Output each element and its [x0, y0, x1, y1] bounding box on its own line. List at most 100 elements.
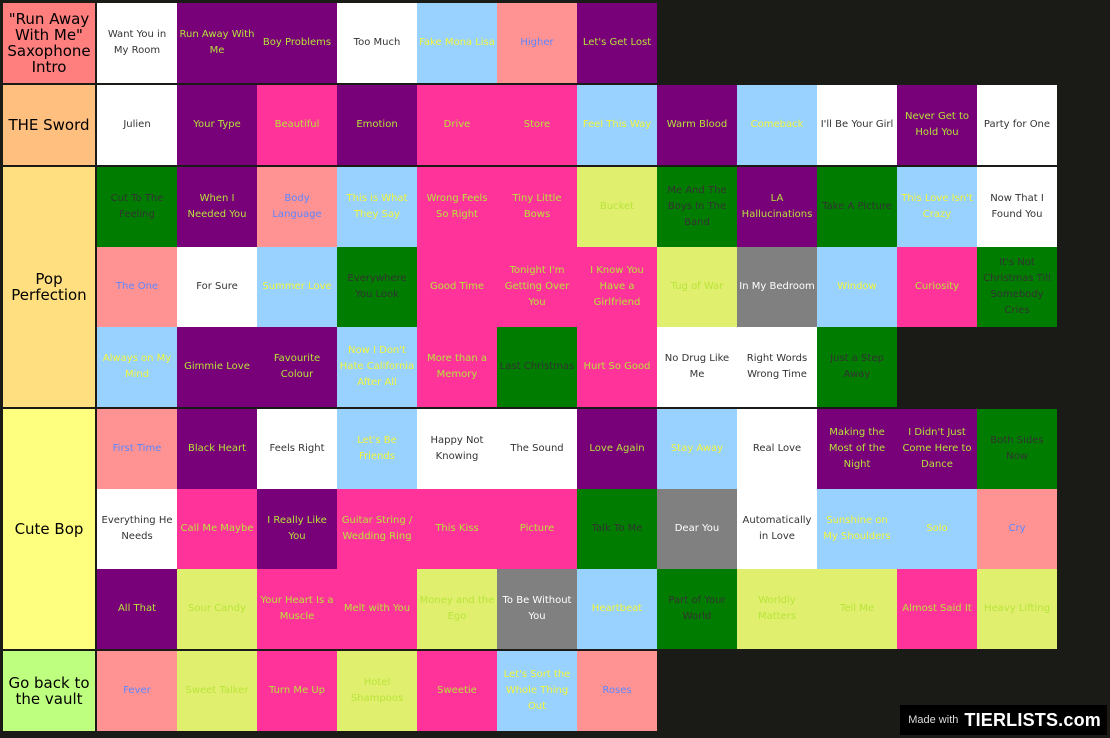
tier-item[interactable]: Black Heart [177, 409, 257, 489]
tier-item[interactable]: Tell Me [817, 569, 897, 649]
tier-item[interactable]: Automatically in Love [737, 489, 817, 569]
tier-item[interactable]: Heartbeat [577, 569, 657, 649]
tier-item[interactable]: Let's Be Friends [337, 409, 417, 489]
tier-item[interactable]: Right Words Wrong Time [737, 327, 817, 407]
tier-item[interactable]: Beautiful [257, 85, 337, 165]
tier-item[interactable]: Let's Get Lost [577, 3, 657, 83]
tier-item[interactable]: Last Christmas [497, 327, 577, 407]
tier-item[interactable]: Warm Blood [657, 85, 737, 165]
tier-item[interactable]: Store [497, 85, 577, 165]
tier-item[interactable]: Feels Right [257, 409, 337, 489]
tier-label[interactable]: THE Sword [3, 85, 95, 165]
tier-item[interactable]: Guitar String / Wedding Ring [337, 489, 417, 569]
tier-item[interactable]: Bucket [577, 167, 657, 247]
tier-item[interactable]: Julien [97, 85, 177, 165]
tier-item[interactable]: Fake Mona Lisa [417, 3, 497, 83]
tier-item[interactable]: Money and the Ego [417, 569, 497, 649]
tier-item[interactable]: Summer Love [257, 247, 337, 327]
tier-item[interactable]: Making the Most of the Night [817, 409, 897, 489]
tier-item[interactable]: Almost Said It [897, 569, 977, 649]
tier-item[interactable]: Never Get to Hold You [897, 85, 977, 165]
tier-item[interactable]: More than a Memory [417, 327, 497, 407]
tier-item[interactable]: This Love Isn't Crazy [897, 167, 977, 247]
tier-item[interactable]: First Time [97, 409, 177, 489]
tier-label[interactable]: Go back to the vault [3, 651, 95, 731]
tier-item[interactable]: The One [97, 247, 177, 327]
tier-item[interactable]: Boy Problems [257, 3, 337, 83]
tier-item[interactable]: Want You in My Room [97, 3, 177, 83]
tier-item[interactable]: In My Bedroom [737, 247, 817, 327]
tier-label[interactable]: Pop Perfection [3, 167, 95, 407]
tier-item[interactable]: Wrong Feels So Right [417, 167, 497, 247]
tier-item[interactable]: Good Time [417, 247, 497, 327]
tier-item[interactable]: Both Sides Now [977, 409, 1057, 489]
tier-item[interactable]: Hotel Shampoos [337, 651, 417, 731]
tier-item[interactable]: Real Love [737, 409, 817, 489]
tier-item[interactable]: Fever [97, 651, 177, 731]
tier-item[interactable]: Cry [977, 489, 1057, 569]
tier-item[interactable]: I'll Be Your Girl [817, 85, 897, 165]
tier-item[interactable]: Sweetie [417, 651, 497, 731]
tier-item[interactable]: Too Much [337, 3, 417, 83]
tier-item[interactable]: Always on My Mind [97, 327, 177, 407]
tier-item[interactable]: Sour Candy [177, 569, 257, 649]
tierlists-watermark[interactable]: Made with TIERLISTS.com [900, 705, 1107, 735]
tier-item[interactable]: Hurt So Good [577, 327, 657, 407]
tier-item[interactable]: I Really Like You [257, 489, 337, 569]
tier-item[interactable]: Love Again [577, 409, 657, 489]
tier-item[interactable]: Tug of War [657, 247, 737, 327]
tier-item[interactable]: Me And The Boys In The Band [657, 167, 737, 247]
tier-item[interactable]: Everything He Needs [97, 489, 177, 569]
tier-item[interactable]: Comeback [737, 85, 817, 165]
tier-item[interactable]: For Sure [177, 247, 257, 327]
tier-item[interactable]: Now That I Found You [977, 167, 1057, 247]
tier-item[interactable]: Party for One [977, 85, 1057, 165]
tier-item[interactable]: Everywhere You Look [337, 247, 417, 327]
tier-item[interactable]: Call Me Maybe [177, 489, 257, 569]
tier-item[interactable]: Your Heart Is a Muscle [257, 569, 337, 649]
tier-item[interactable]: This Kiss [417, 489, 497, 569]
tier-item[interactable]: No Drug Like Me [657, 327, 737, 407]
tier-item[interactable]: To Be Without You [497, 569, 577, 649]
tier-item[interactable]: Tonight I'm Getting Over You [497, 247, 577, 327]
tier-item[interactable]: Body Language [257, 167, 337, 247]
tier-item[interactable]: Roses [577, 651, 657, 731]
tier-item[interactable]: Sweet Talker [177, 651, 257, 731]
tier-item[interactable]: Let's Sort the Whole Thing Out [497, 651, 577, 731]
tier-item[interactable]: Your Type [177, 85, 257, 165]
tier-item[interactable]: Tiny Little Bows [497, 167, 577, 247]
tier-item[interactable]: Stay Away [657, 409, 737, 489]
tier-item[interactable]: Melt with You [337, 569, 417, 649]
tier-label[interactable]: "Run Away With Me" Saxophone Intro [3, 3, 95, 83]
tier-item[interactable]: Cut To The Feeling [97, 167, 177, 247]
tier-item[interactable]: Now I Don't Hate California After All [337, 327, 417, 407]
tier-item[interactable]: It's Not Christmas Till Somebody Cries [977, 247, 1057, 327]
tier-item[interactable]: Turn Me Up [257, 651, 337, 731]
tier-item[interactable]: I Didn't Just Come Here to Dance [897, 409, 977, 489]
tier-item[interactable]: Drive [417, 85, 497, 165]
tier-item[interactable]: Window [817, 247, 897, 327]
tier-item[interactable]: Talk To Me [577, 489, 657, 569]
tier-item[interactable]: Picture [497, 489, 577, 569]
tier-item[interactable]: Happy Not Knowing [417, 409, 497, 489]
tier-item[interactable]: Run Away With Me [177, 3, 257, 83]
tier-label[interactable]: Cute Bop [3, 409, 95, 649]
tier-item[interactable]: Curiosity [897, 247, 977, 327]
tier-item[interactable]: LA Hallucinations [737, 167, 817, 247]
tier-item[interactable]: Higher [497, 3, 577, 83]
tier-item[interactable]: Worldly Matters [737, 569, 817, 649]
tier-item[interactable]: Part of Your World [657, 569, 737, 649]
tier-item[interactable]: This is What They Say [337, 167, 417, 247]
tier-item[interactable]: The Sound [497, 409, 577, 489]
tier-item[interactable]: Gimmie Love [177, 327, 257, 407]
tier-item[interactable]: Feel This Way [577, 85, 657, 165]
tier-item[interactable]: Sunshine on My Shoulders [817, 489, 897, 569]
tier-item[interactable]: I Know You Have a Girlfriend [577, 247, 657, 327]
tier-item[interactable]: When I Needed You [177, 167, 257, 247]
tier-item[interactable]: Take A Picture [817, 167, 897, 247]
tier-item[interactable]: Dear You [657, 489, 737, 569]
tier-item[interactable]: Just a Step Away [817, 327, 897, 407]
tier-item[interactable]: Emotion [337, 85, 417, 165]
tier-item[interactable]: Solo [897, 489, 977, 569]
tier-item[interactable]: Heavy Lifting [977, 569, 1057, 649]
